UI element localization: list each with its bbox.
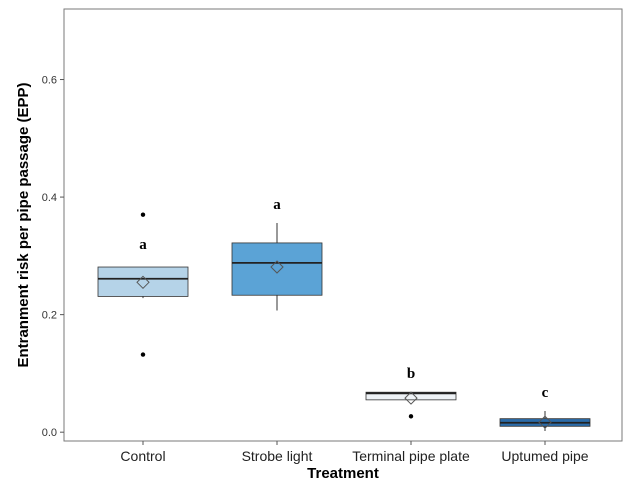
x-tick-label: Uptumed pipe <box>501 448 588 464</box>
significance-letter: b <box>407 366 415 382</box>
x-tick-label: Strobe light <box>242 448 313 464</box>
mean-marker <box>270 260 284 274</box>
mean-marker <box>136 275 150 290</box>
outlier-point <box>408 414 414 419</box>
y-tick-label: 0.2 <box>42 310 57 322</box>
box-terminal-pipe-plate: b <box>365 366 457 419</box>
significance-letter: a <box>139 237 147 253</box>
box-control: a <box>97 212 189 357</box>
x-axis: Control Strobe light Terminal pipe plate Up… <box>120 441 589 464</box>
box-strobe-light: a <box>231 197 323 311</box>
plot-panel <box>63 8 623 442</box>
x-tick-label: Control <box>120 448 165 464</box>
y-axis-title: Entranment risk per pipe passage (EPP) <box>15 82 32 367</box>
y-axis: 0.0 0.2 0.4 0.6 <box>42 75 64 439</box>
iqr-box <box>231 242 323 296</box>
box-uptumed-pipe: c <box>499 385 591 432</box>
y-tick-label: 0.4 <box>42 192 57 204</box>
x-axis-title: Treatment <box>307 465 379 482</box>
iqr-box <box>97 266 189 297</box>
y-tick-label: 0.6 <box>42 75 57 87</box>
boxes-layer: a a b c <box>97 197 591 432</box>
x-tick-label: Terminal pipe plate <box>352 448 470 464</box>
significance-letter: a <box>273 197 281 213</box>
outlier-point <box>140 212 146 217</box>
mean-marker <box>404 391 418 405</box>
y-tick-label: 0.0 <box>42 427 57 439</box>
outlier-point <box>140 352 146 357</box>
mean-marker <box>538 415 552 429</box>
significance-letter: c <box>542 385 549 401</box>
